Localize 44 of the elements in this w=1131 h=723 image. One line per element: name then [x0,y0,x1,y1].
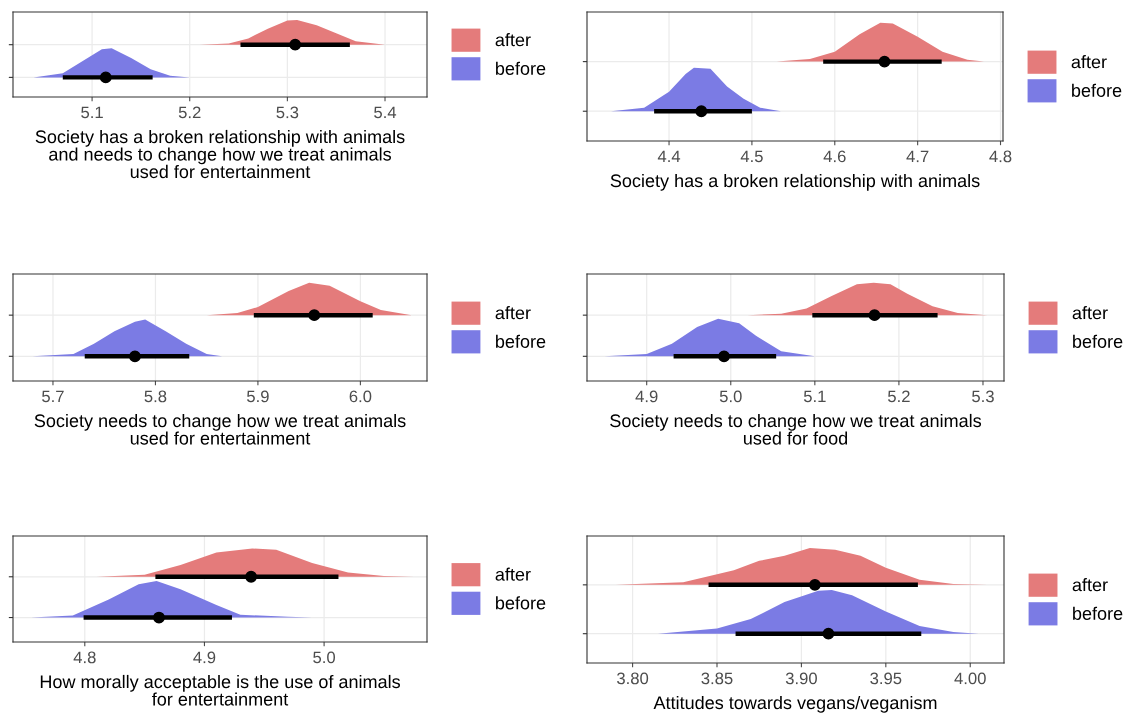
x-tick-label: 5.2 [887,390,910,403]
x-axis-title: Society has a broken relationship with animals and needs to change how we treat animals used for entertainment [35,129,405,179]
x-tick-label: 4.9 [635,390,658,403]
legend-label: before [1073,334,1123,348]
x-tick-label: 4.4 [657,150,681,163]
x-tick-label: 3.95 [870,672,902,685]
x-tick-label: 5.9 [247,390,269,403]
x-tick-label: 4.6 [823,150,846,163]
text: before [1073,606,1123,620]
legend-label: after [495,33,531,47]
x-tick-label: 5.2 [178,106,201,119]
x-tick-label: 4.7 [906,150,929,163]
x-tick-label: 5.4 [374,106,397,119]
x-tick-label: 4.5 [740,150,763,163]
x-tick-label: 3.90 [785,672,817,685]
text: after [1072,578,1108,592]
x-tick-label: 6.0 [349,390,372,403]
legend-label: before [496,61,546,75]
x-tick-label: 5.0 [719,390,742,403]
x-tick-label: 3.80 [617,672,649,685]
legend-label: before [1072,83,1122,97]
legend-label: after [495,567,531,581]
x-tick-label: 3.85 [701,672,733,685]
x-tick-label: 5.3 [276,106,299,119]
x-tick-label: 5.8 [144,390,167,403]
x-tick-label: 4.00 [954,672,986,685]
x-tick-label: 4.9 [193,651,216,664]
legend-label: before [496,596,546,610]
legend-label: after [1071,55,1107,69]
x-axis-title: Society has a broken relationship with animals [610,173,980,191]
text: after [495,306,531,320]
legend-label: after [1072,306,1108,320]
x-tick-label: 5.3 [972,390,994,403]
x-tick-label: 5.1 [803,390,826,403]
x-axis-title: Attitudes towards vegans/veganism [653,695,937,713]
x-tick-label: 5.1 [81,106,103,119]
x-axis-title: Society needs to change how we treat animals used for food [610,413,982,445]
x-tick-label: 5.7 [42,390,64,403]
x-axis-title: Society needs to change how we treat animals used for entertainment [34,413,406,445]
x-axis-title: How morally acceptable is the use of animals for entertainment [40,674,400,706]
x-tick-label: 4.8 [73,651,96,664]
text: before [496,334,546,348]
x-tick-label: 4.8 [989,150,1012,163]
x-tick-label: 5.0 [313,651,336,664]
